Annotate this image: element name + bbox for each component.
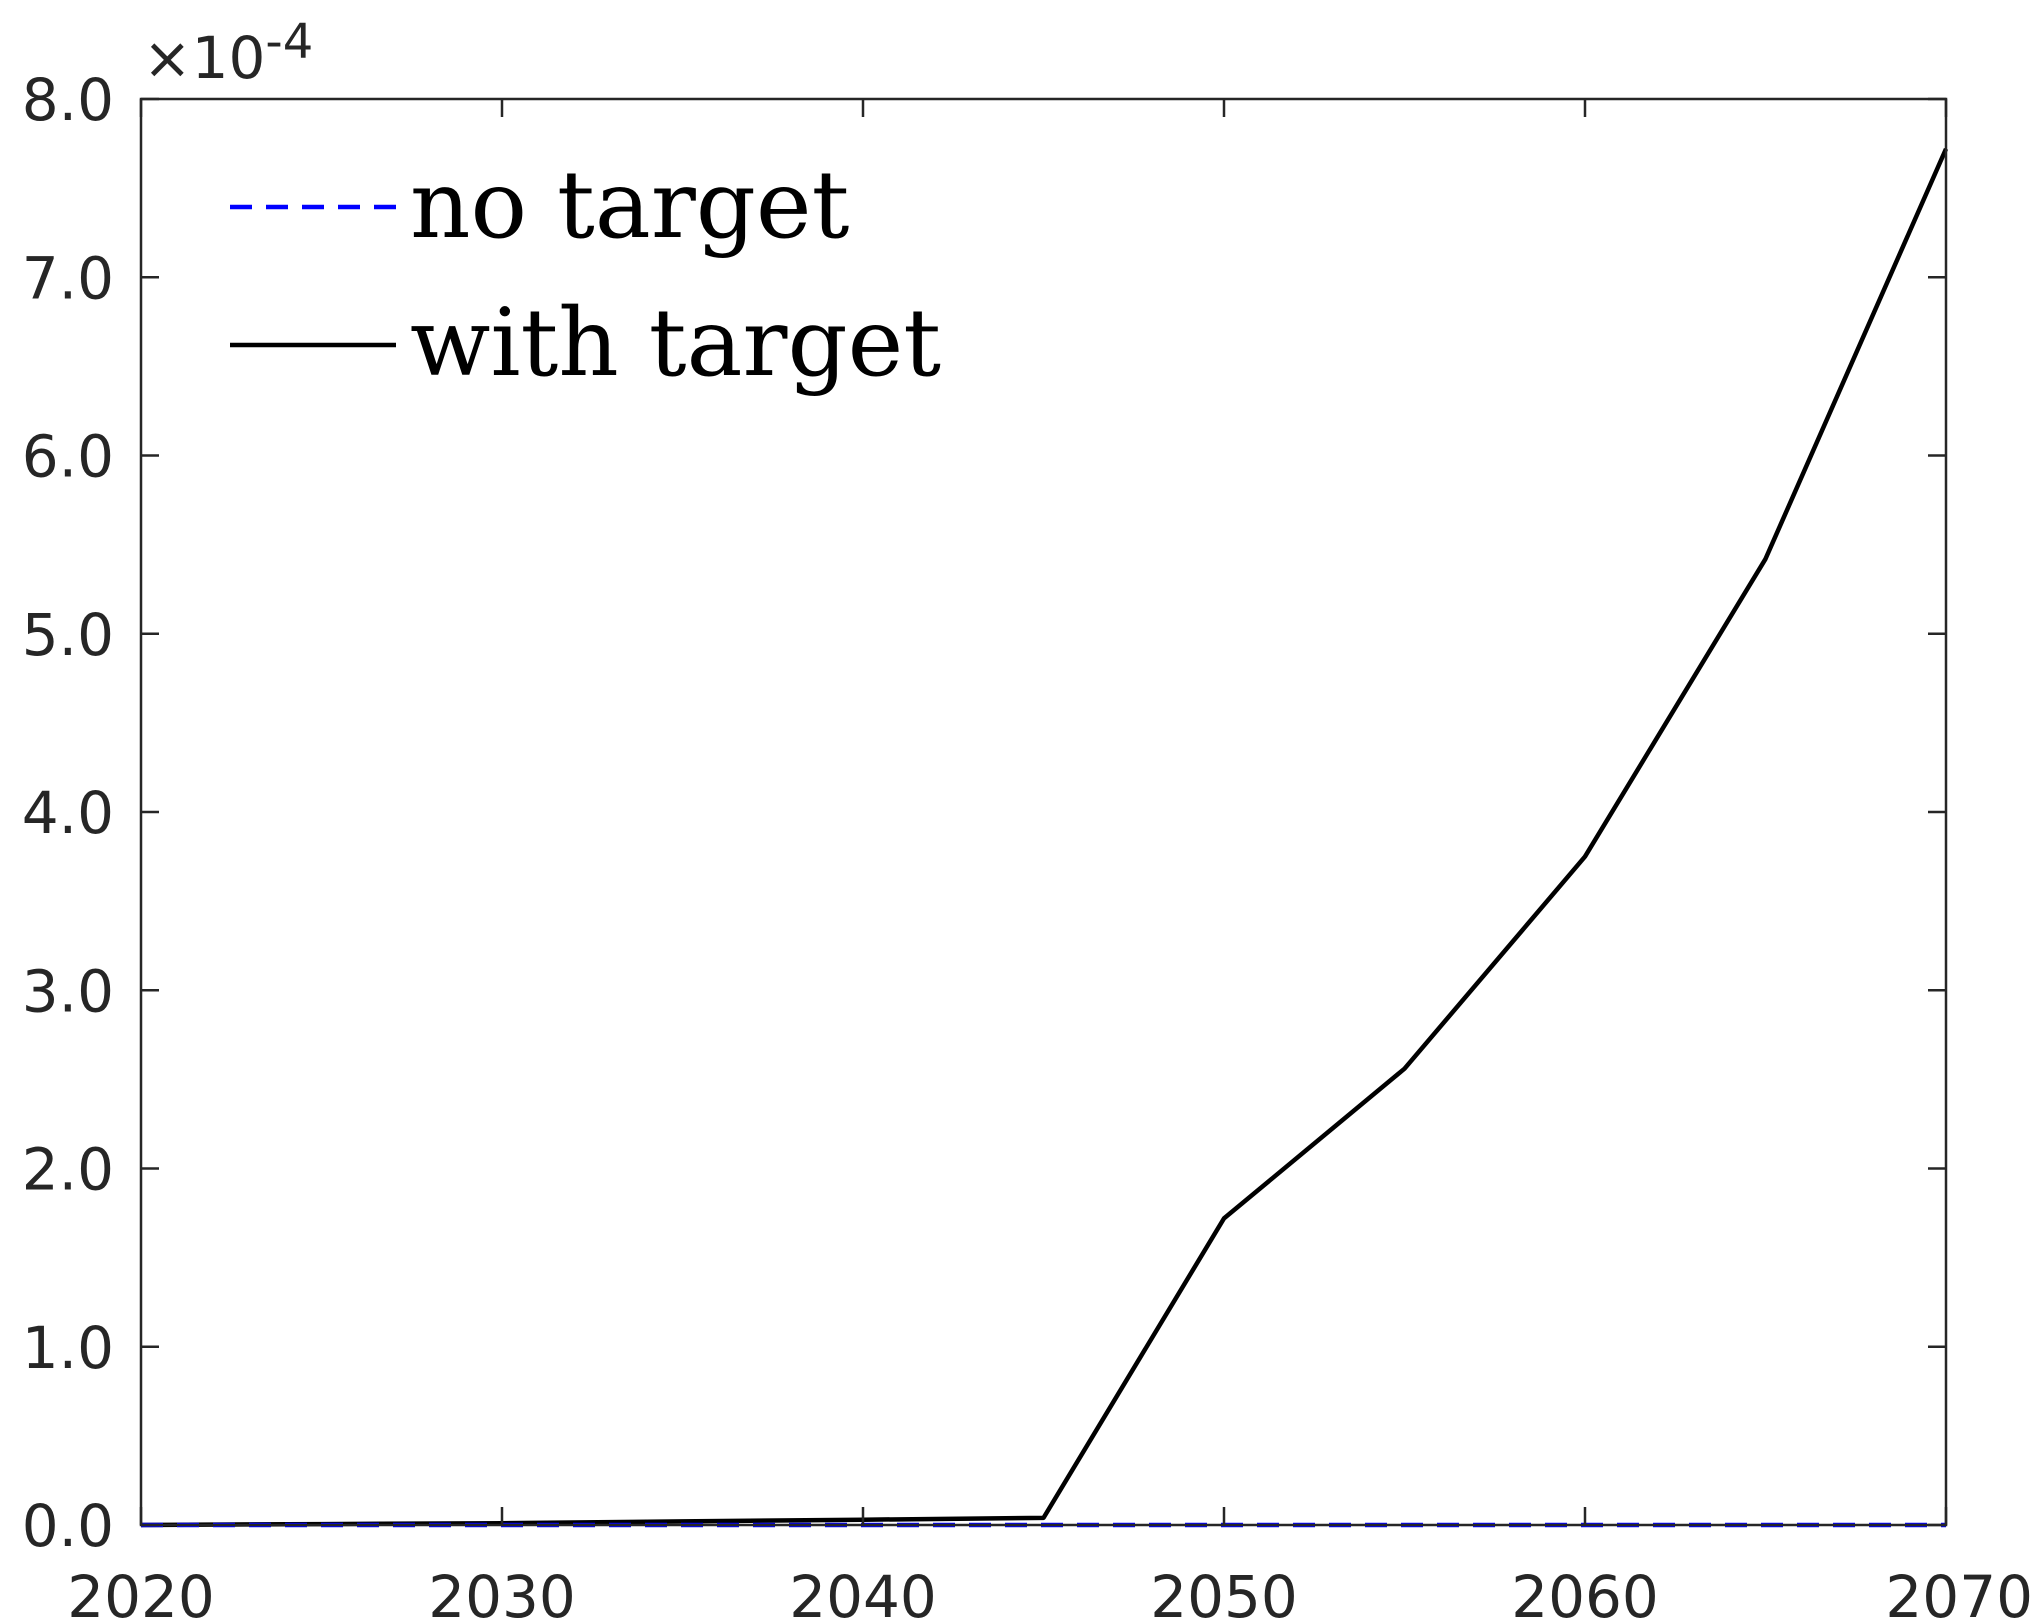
y-tick-label: 0.0 [22,1492,114,1560]
legend-label: no target [410,151,850,260]
x-tick-label: 2070 [1885,1563,2033,1622]
tick-layer: 2020 2030 2040 2050 2060 2070 0.0 1.0 2.0 3.0 4.0 5… [22,66,2033,1622]
x-tick-label: 2060 [1511,1563,1659,1622]
y-tick-label: 7.0 [22,244,114,312]
y-exponent-power: -4 [265,14,313,70]
plot-background [141,99,1946,1525]
y-tick-label: 3.0 [22,957,114,1025]
x-tick-label: 2030 [428,1563,576,1622]
y-tick-label: 1.0 [22,1314,114,1382]
legend: no target with target [230,151,941,398]
x-tick-label: 2040 [789,1563,937,1622]
x-tick-label: 2020 [67,1563,215,1622]
x-tick-label: 2050 [1150,1563,1298,1622]
y-tick-label: 8.0 [22,66,114,134]
y-exponent-label: ×10-4 [143,14,313,92]
y-tick-label: 6.0 [22,423,114,491]
y-exponent-prefix: ×10 [143,24,265,92]
y-tick-label: 4.0 [22,779,114,847]
y-tick-label: 2.0 [22,1136,114,1204]
y-tick-label: 5.0 [22,601,114,669]
legend-label: with target [410,289,941,398]
